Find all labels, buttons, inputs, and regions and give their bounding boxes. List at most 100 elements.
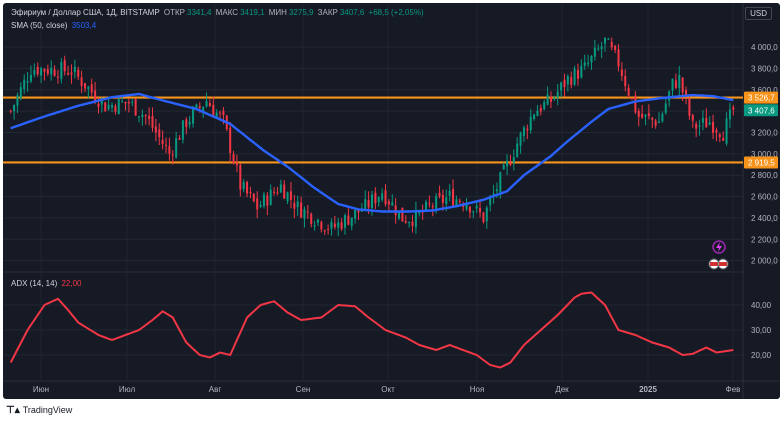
symbol-title[interactable]: Эфириум / Доллар США, 1Д, BITSTAMP [11, 8, 160, 17]
candle-body [161, 139, 164, 145]
candle-body [158, 129, 161, 138]
candle-body [681, 77, 684, 93]
candle-body [188, 121, 191, 125]
adx-tick-label: 30,00 [751, 326, 772, 335]
price-axis[interactable]: 2 000,0 2 200,0 2 400,0 2 600,0 2 800,0 3 000… [744, 43, 778, 360]
candle-body [73, 66, 76, 73]
candle-body [560, 82, 563, 91]
price-tick-label: 2 600,0 [751, 193, 778, 202]
high-label: МАКС [215, 8, 239, 17]
candle-body [587, 62, 590, 65]
candle-body [252, 193, 255, 202]
candle-body [506, 160, 509, 167]
candle-body [29, 74, 32, 82]
candle-body [60, 62, 63, 79]
change-value: +68,5 (+2,05%) [368, 8, 424, 17]
candle-body [134, 99, 137, 116]
candle-body [239, 164, 242, 190]
candle-body [512, 157, 515, 163]
candle-body [323, 230, 326, 232]
candle-body [9, 110, 12, 112]
candle-body [357, 209, 360, 213]
candle-body [722, 138, 725, 141]
candle-body [343, 215, 346, 228]
candle-body [654, 120, 657, 126]
candle-body [165, 144, 168, 146]
footer: ⊤▴ TradingView [6, 402, 72, 418]
candle-body [26, 81, 29, 83]
sma-legend[interactable]: SMA (50, close) 3503,4 [11, 21, 98, 30]
candle-body [354, 209, 357, 219]
candle-body [168, 146, 171, 154]
candle-body [114, 105, 117, 112]
candle-body [448, 190, 451, 196]
candle-body [600, 46, 603, 50]
candle-body [428, 203, 431, 205]
candle-body [13, 104, 16, 112]
candle-body [370, 194, 374, 208]
candle-body [529, 116, 532, 131]
candle-body [273, 191, 276, 193]
candle-body [175, 138, 178, 158]
chart-panel[interactable]: 2 000,0 2 200,0 2 400,0 2 600,0 2 800,0 3 000… [3, 3, 780, 399]
grid [3, 3, 780, 399]
time-axis[interactable]: Июн Июл Авг Сен Окт Ноя Дек 2025 Фев [33, 385, 740, 394]
candle-body [425, 201, 428, 210]
adx-legend[interactable]: ADX (14, 14) 22,00 [11, 279, 84, 288]
candle-body [479, 207, 482, 213]
horizontal-levels[interactable] [3, 96, 743, 164]
currency-button[interactable]: USD [745, 7, 772, 20]
candle-body [712, 121, 715, 133]
candle-body [154, 126, 157, 133]
candle-body [43, 69, 46, 72]
candle-body [141, 114, 144, 118]
chart-overlays[interactable] [708, 240, 729, 270]
level-price-label: 3 526,7 [748, 94, 775, 103]
candles [9, 37, 735, 236]
candle-body [404, 221, 407, 223]
candle-body [67, 72, 70, 75]
candle-body [408, 222, 411, 224]
candle-body [50, 67, 53, 75]
candle-body [728, 109, 731, 120]
price-tick-label: 2 200,0 [751, 235, 778, 244]
close-value: 3407,6 [339, 8, 365, 17]
candle-body [644, 114, 647, 117]
candle-body [296, 201, 299, 208]
price-tick-label: 2 800,0 [751, 171, 778, 180]
chart-canvas[interactable]: 2 000,0 2 200,0 2 400,0 2 600,0 2 800,0 3 000… [3, 3, 780, 399]
flag-stripe-icon [710, 262, 718, 266]
candle-body [519, 132, 522, 146]
candle-body [46, 69, 49, 74]
candle-body [539, 107, 542, 112]
candle-body [137, 116, 141, 118]
candle-body [637, 110, 640, 117]
candle-body [509, 162, 512, 166]
candle-body [685, 90, 688, 97]
candle-body [212, 104, 215, 116]
brand-label: TradingView [22, 405, 73, 415]
candle-body [516, 143, 519, 157]
time-tick-label: Авг [209, 385, 222, 394]
candle-body [674, 80, 677, 88]
candle-body [705, 117, 708, 128]
candle-body [100, 99, 103, 105]
candle-body [36, 66, 39, 75]
candle-body [465, 204, 468, 210]
candle-body [590, 55, 593, 63]
candle-body [627, 87, 630, 96]
candle-body [384, 190, 387, 205]
lightning-bolt-icon [716, 242, 722, 252]
candle-body [556, 91, 559, 98]
level-price-tag [744, 156, 778, 169]
candle-body [63, 60, 66, 72]
candle-body [725, 118, 728, 144]
candle-body [117, 98, 120, 115]
candle-body [570, 77, 573, 86]
candle-body [364, 199, 367, 209]
candle-body [178, 138, 181, 140]
candle-body [40, 68, 43, 76]
flag-stripe-icon [719, 262, 727, 266]
candle-body [77, 69, 80, 77]
candle-body [381, 193, 384, 200]
